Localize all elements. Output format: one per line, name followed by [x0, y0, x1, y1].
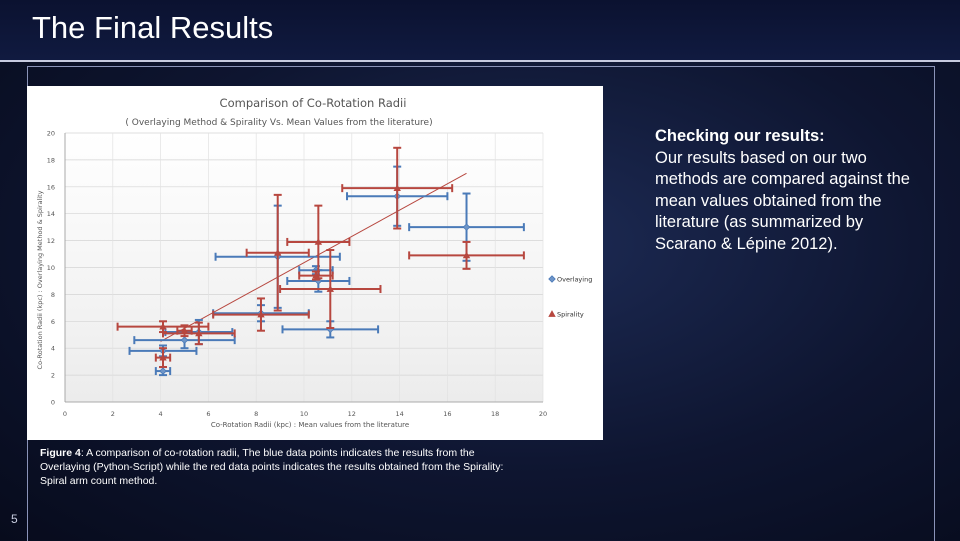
x-tick-label: 12: [348, 410, 356, 418]
data-marker: [462, 223, 471, 231]
results-note-body: Our results based on our two methods are…: [655, 148, 910, 253]
series-spirality: [116, 146, 525, 369]
data-marker: [462, 251, 471, 259]
y-tick-label: 8: [51, 291, 55, 299]
y-tick-label: 2: [51, 372, 55, 380]
x-tick-label: 6: [206, 410, 210, 418]
legend-marker: [548, 310, 556, 317]
data-marker: [393, 184, 401, 192]
y-tick-label: 0: [51, 399, 55, 407]
data-point-spirality: [279, 249, 382, 330]
chart-subtitle: ( Overlaying Method & Spirality Vs. Mean…: [125, 118, 432, 128]
legend-marker: [548, 275, 556, 283]
data-marker: [274, 248, 282, 256]
data-point-spirality: [176, 324, 193, 338]
x-tick-label: 2: [111, 410, 115, 418]
y-tick-label: 12: [47, 237, 55, 245]
y-tick-label: 14: [47, 210, 55, 218]
data-point-spirality: [212, 297, 310, 332]
y-tick-label: 4: [51, 345, 55, 353]
x-tick-label: 4: [159, 410, 163, 418]
figure-caption-text: : A comparison of co-rotation radii, The…: [40, 447, 504, 487]
data-point-spirality: [116, 320, 210, 334]
data-marker: [159, 353, 167, 361]
slide-title: The Final Results: [32, 10, 274, 45]
data-point-spirality: [154, 347, 172, 369]
data-point-spirality: [245, 193, 310, 312]
legend-item-overlaying: Overlaying: [548, 275, 592, 284]
title-bar: [0, 0, 960, 60]
y-tick-label: 10: [47, 264, 55, 272]
y-tick-label: 18: [47, 156, 55, 164]
x-tick-label: 18: [491, 410, 499, 418]
y-tick-label: 6: [51, 318, 55, 326]
data-point-spirality: [408, 240, 525, 270]
x-axis-label: Co-Rotation Radii (kpc) : Mean values fr…: [211, 421, 409, 429]
co-rotation-scatter-chart: Comparison of Co-Rotation Radii ( Overla…: [36, 96, 592, 429]
figure-caption: Figure 4: A comparison of co-rotation ra…: [40, 446, 510, 488]
x-tick-label: 10: [300, 410, 308, 418]
y-tick-label: 20: [47, 130, 55, 138]
figure-label: Figure 4: [40, 447, 81, 459]
data-marker: [159, 367, 167, 375]
slide-number: 5: [11, 512, 18, 526]
x-tick-label: 16: [443, 410, 451, 418]
data-marker: [312, 271, 320, 279]
results-note-heading: Checking our results:: [655, 127, 825, 145]
data-point-spirality: [161, 321, 236, 346]
data-marker: [257, 310, 265, 318]
x-tick-label: 0: [63, 410, 67, 418]
x-tick-label: 20: [539, 410, 547, 418]
chart-panel: Comparison of Co-Rotation Radii ( Overla…: [27, 86, 603, 440]
data-point-overlaying: [281, 320, 380, 339]
data-marker: [195, 329, 203, 337]
title-divider: [0, 60, 960, 62]
data-point-spirality: [298, 270, 334, 281]
data-marker: [314, 238, 323, 245]
data-marker: [180, 336, 189, 344]
results-note: Checking our results: Our results based …: [655, 126, 925, 255]
legend-label: Overlaying: [557, 276, 592, 284]
data-point-spirality: [341, 146, 454, 230]
data-marker: [326, 285, 334, 292]
data-marker: [159, 322, 167, 330]
data-marker: [180, 326, 189, 334]
legend-label: Spirality: [557, 311, 584, 319]
y-axis-label: Co-Rotation Radii (kpc) : Overlaying Met…: [36, 190, 44, 369]
chart-title: Comparison of Co-Rotation Radii: [220, 96, 407, 110]
x-tick-label: 8: [254, 410, 258, 418]
legend-item-spirality: Spirality: [548, 310, 584, 319]
y-tick-label: 16: [47, 183, 55, 191]
x-tick-label: 14: [395, 410, 403, 418]
